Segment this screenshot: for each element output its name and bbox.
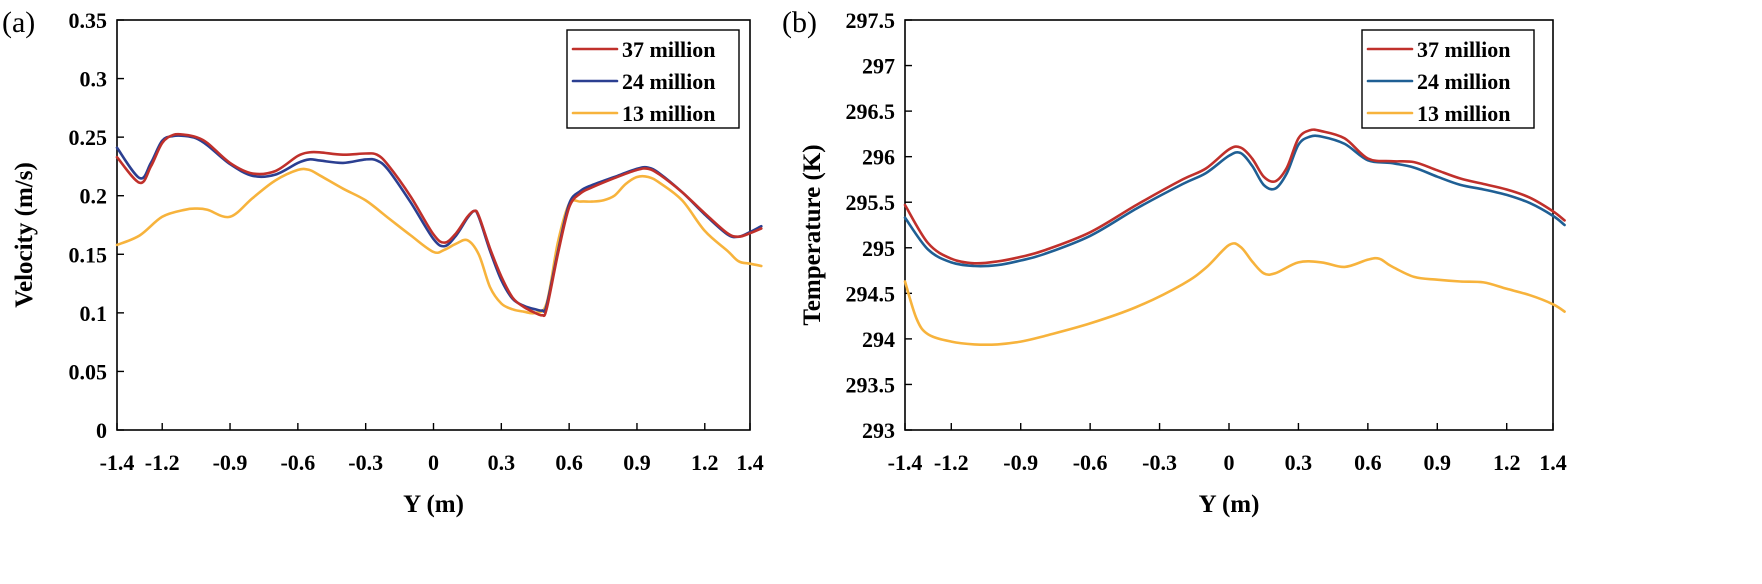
x-axis-title: Y (m) <box>403 491 464 518</box>
legend-label-37-million: 37 million <box>1417 37 1511 62</box>
x-tick-label: -0.9 <box>1003 450 1038 475</box>
y-tick-label: 294.5 <box>846 281 896 306</box>
series-line-24-million <box>115 134 763 313</box>
y-tick-label: 294 <box>862 327 895 352</box>
y-tick-label: 296 <box>862 145 895 170</box>
y-tick-label: 295 <box>862 236 895 261</box>
x-tick-label: 0.6 <box>555 450 583 475</box>
x-tick-label: -1.4 <box>100 450 135 475</box>
x-tick-label: -0.3 <box>348 450 383 475</box>
legend-box <box>1361 29 1535 129</box>
y-tick-label: 0.35 <box>69 8 108 33</box>
y-tick-label: 0.1 <box>80 301 108 326</box>
x-tick-label: 1.2 <box>1493 450 1521 475</box>
series-line-24-million <box>903 134 1566 268</box>
x-tick-label: 1.2 <box>691 450 719 475</box>
series-line-13-million <box>903 242 1566 346</box>
x-tick-label: 0.9 <box>1424 450 1452 475</box>
panel-label-b: (b) <box>782 6 817 39</box>
series-lines <box>903 128 1566 346</box>
x-tick-label: 0.6 <box>1354 450 1382 475</box>
series-line-37-million <box>115 132 763 318</box>
x-tick-label: 0.3 <box>488 450 516 475</box>
y-tick-label: 296.5 <box>846 99 896 124</box>
y-tick-label: 297.5 <box>846 8 896 33</box>
x-tick-label: 0.9 <box>623 450 651 475</box>
temperature-chart: (b) Temperature (K) Y (m) 293 293.5 294 294… <box>782 6 1567 518</box>
legend: 37 million 24 million 13 million <box>1361 29 1535 129</box>
legend-label-13-million: 13 million <box>622 101 716 126</box>
x-tick-label: -0.6 <box>1073 450 1108 475</box>
y-axis-title: Velocity (m/s) <box>11 162 38 308</box>
x-tick-label: -1.4 <box>888 450 923 475</box>
legend-box <box>566 29 740 129</box>
series-line-37-million <box>903 128 1566 265</box>
y-tick-label: 0.15 <box>69 242 108 267</box>
y-tick-label: 0.3 <box>80 67 108 92</box>
y-tick-label: 0.25 <box>69 125 108 150</box>
y-tick-label: 0 <box>96 418 107 443</box>
series-line-13-million <box>115 167 763 315</box>
x-tick-label: 0.3 <box>1285 450 1313 475</box>
x-tick-label: 0 <box>428 450 439 475</box>
x-axis-title: Y (m) <box>1199 491 1260 518</box>
axes: 0 0.05 0.1 0.15 0.2 0.25 0.3 0.35 -1.4 -1.2 -0.9 -0… <box>69 8 764 475</box>
legend-label-24-million: 24 million <box>1417 69 1511 94</box>
x-tick-label: -0.9 <box>213 450 248 475</box>
x-tick-label: -1.2 <box>145 450 180 475</box>
axes: 293 293.5 294 294.5 295 295.5 296 296.5 297 297.5… <box>846 8 1567 475</box>
x-tick-label: -0.3 <box>1142 450 1177 475</box>
panel-label-a: (a) <box>2 6 35 39</box>
y-tick-label: 293.5 <box>846 372 896 397</box>
x-tick-label: 0 <box>1224 450 1235 475</box>
y-tick-label: 0.05 <box>69 359 108 384</box>
legend: 37 million 24 million 13 million <box>566 29 740 129</box>
velocity-chart: (a) Velocity (m/s) Y (m) 0 0.05 0.1 0.15 0.2… <box>2 6 764 518</box>
series-lines <box>115 132 763 318</box>
y-tick-label: 297 <box>862 54 895 79</box>
x-tick-label: 1.4 <box>1539 450 1567 475</box>
y-tick-label: 0.2 <box>80 184 108 209</box>
y-tick-label: 293 <box>862 418 895 443</box>
legend-label-13-million: 13 million <box>1417 101 1511 126</box>
x-tick-label: -1.2 <box>934 450 969 475</box>
x-tick-label: -0.6 <box>280 450 315 475</box>
x-tick-label: 1.4 <box>736 450 764 475</box>
legend-label-24-million: 24 million <box>622 69 716 94</box>
y-tick-label: 295.5 <box>846 190 896 215</box>
y-axis-title: Temperature (K) <box>799 144 826 325</box>
legend-label-37-million: 37 million <box>622 37 716 62</box>
